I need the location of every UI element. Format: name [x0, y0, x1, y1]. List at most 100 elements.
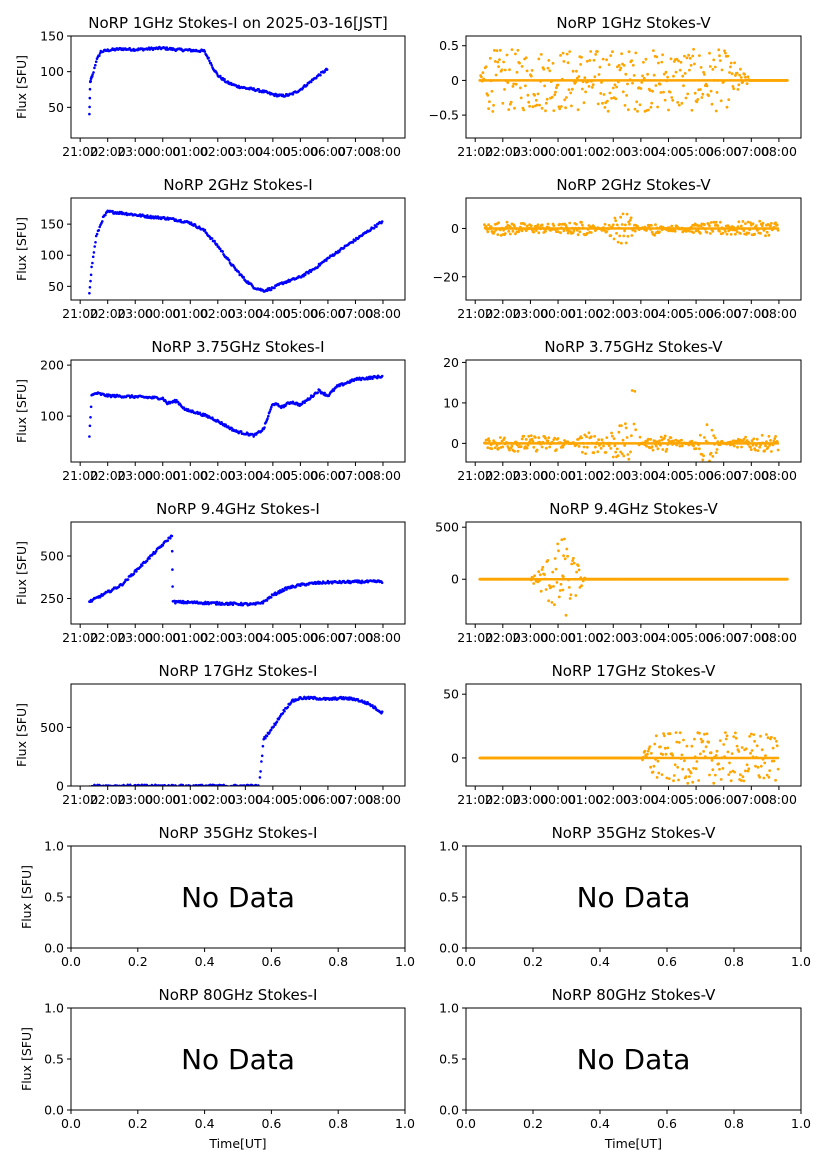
- data-point: [622, 64, 626, 67]
- data-point: [701, 739, 705, 743]
- data-point: [587, 85, 591, 88]
- data-point: [502, 60, 505, 64]
- data-point: [568, 221, 572, 225]
- data-point: [380, 581, 384, 584]
- data-point: [577, 445, 581, 448]
- data-point: [546, 439, 550, 443]
- data-point: [685, 744, 689, 748]
- data-point: [506, 81, 510, 84]
- data-point: [607, 63, 611, 66]
- x-tick-label: 04:00: [650, 468, 686, 483]
- y-tick-label: 1.0: [439, 839, 459, 854]
- data-point: [746, 75, 750, 79]
- data-point: [739, 67, 742, 71]
- data-point: [729, 61, 733, 65]
- data-point: [488, 100, 491, 103]
- axes-frame: [70, 35, 406, 139]
- data-point: [742, 779, 746, 783]
- data-point: [208, 59, 211, 63]
- data-point: [761, 221, 765, 225]
- data-point: [749, 221, 752, 225]
- data-point: [546, 222, 550, 226]
- x-tick-label: 04:00: [255, 630, 291, 645]
- data-point: [693, 737, 696, 741]
- axes-frame: [465, 359, 802, 463]
- data-point: [615, 85, 618, 89]
- data-point: [592, 451, 596, 455]
- data-point: [564, 106, 567, 110]
- data-point: [553, 603, 556, 607]
- data-point: [643, 749, 647, 753]
- data-point: [660, 773, 664, 776]
- data-point: [568, 50, 572, 53]
- data-point: [752, 437, 756, 441]
- data-point: [518, 61, 521, 65]
- data-point: [633, 389, 637, 393]
- data-point: [753, 232, 756, 236]
- data-point: [612, 437, 616, 440]
- data-point: [718, 220, 722, 224]
- data-point: [664, 450, 668, 453]
- chart-panel-10: NoRP 17GHz Stokes-V 0 50 21:0022:0023:0000:…: [443, 662, 802, 807]
- data-point: [735, 230, 739, 234]
- data-point: [609, 54, 613, 57]
- x-tick-label: 0.6: [261, 1116, 281, 1131]
- data-point: [718, 767, 721, 771]
- data-point: [530, 437, 534, 441]
- x-tick-label: 04:00: [650, 630, 686, 645]
- data-point: [710, 759, 714, 762]
- x-tick-label: 0.2: [523, 954, 543, 969]
- chart-title: NoRP 9.4GHz Stokes-V: [549, 500, 718, 518]
- data-point: [269, 728, 273, 732]
- data-point: [583, 76, 587, 80]
- x-tick-label: 05:00: [678, 792, 714, 807]
- data-point: [725, 734, 729, 738]
- x-tick-label: 0.0: [61, 954, 81, 969]
- data-point: [717, 48, 721, 52]
- x-tick-label: 21:00: [62, 792, 98, 807]
- data-point: [572, 561, 576, 565]
- data-point: [653, 439, 657, 443]
- data-point: [708, 51, 711, 55]
- data-point: [737, 750, 741, 753]
- data-point: [611, 455, 615, 459]
- data-point: [550, 601, 554, 604]
- data-point: [683, 54, 686, 58]
- data-point: [94, 241, 97, 244]
- data-point: [647, 747, 651, 751]
- data-point: [555, 448, 558, 451]
- data-point: [545, 97, 549, 101]
- data-point: [501, 101, 505, 105]
- data-points: [478, 47, 789, 113]
- chart-panel-14: NoRP 80GHz Stokes-V Time[UT] No Data 0.0 0.5…: [439, 986, 811, 1151]
- data-point: [681, 767, 685, 771]
- data-point: [663, 434, 667, 438]
- x-tick-label: 0.0: [456, 1116, 476, 1131]
- data-point: [693, 91, 697, 95]
- data-point: [552, 109, 556, 112]
- x-tick-label: 08:00: [761, 792, 797, 807]
- y-axis-label: Flux [SFU]: [19, 865, 34, 929]
- data-point: [285, 588, 288, 591]
- data-point: [585, 435, 588, 439]
- data-point: [753, 739, 756, 743]
- x-tick-label: 06:00: [310, 630, 346, 645]
- data-point: [537, 570, 541, 574]
- data-point: [599, 446, 603, 450]
- data-point: [94, 63, 97, 67]
- x-tick-label: 22:00: [485, 630, 521, 645]
- x-tick-label: 05:00: [282, 144, 318, 159]
- data-point: [547, 599, 550, 603]
- data-point: [610, 431, 613, 435]
- data-point: [319, 73, 322, 77]
- data-point: [698, 231, 702, 235]
- y-tick-label: 150: [40, 29, 64, 44]
- x-tick-label: 00:00: [540, 792, 576, 807]
- data-point: [656, 105, 659, 109]
- data-point: [590, 86, 594, 89]
- data-point: [759, 734, 762, 738]
- data-point: [669, 436, 673, 439]
- data-point: [742, 229, 746, 233]
- data-point: [729, 779, 733, 783]
- data-point: [487, 107, 490, 110]
